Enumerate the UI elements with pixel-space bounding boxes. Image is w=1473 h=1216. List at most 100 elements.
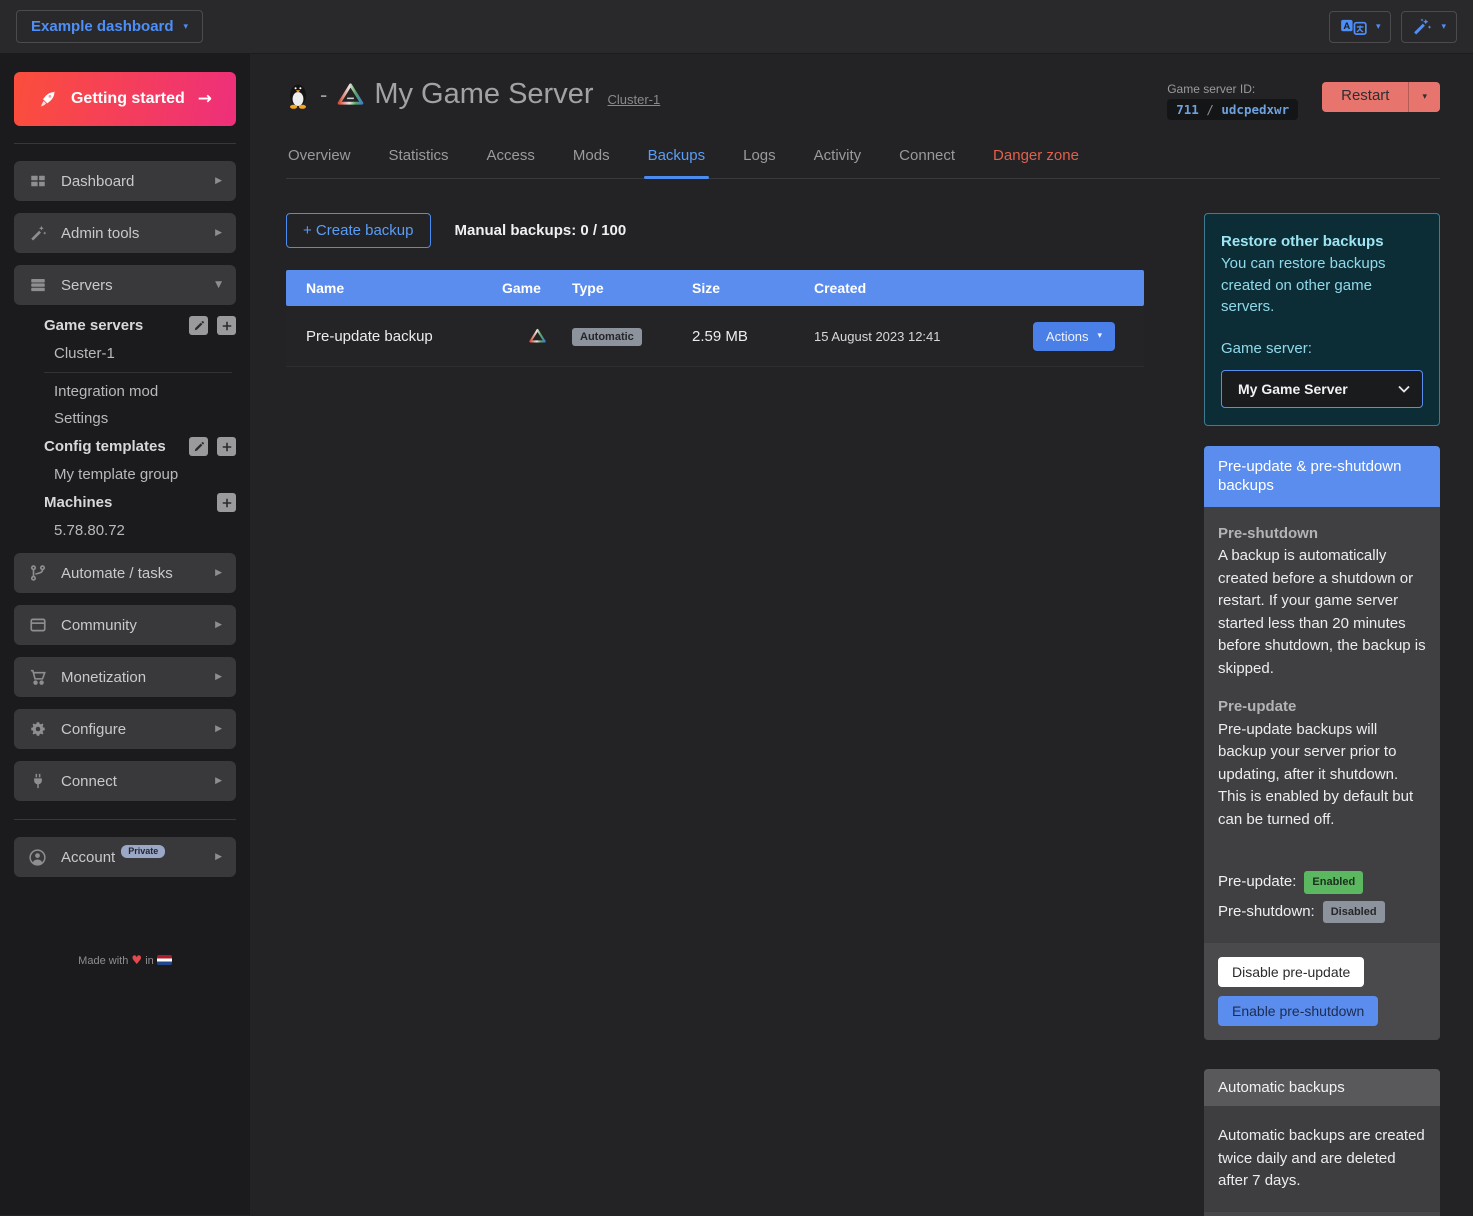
machines-label: Machines [44, 494, 113, 511]
tab-mods[interactable]: Mods [572, 147, 610, 164]
tab-activity[interactable]: Activity [813, 147, 862, 164]
caret-right-icon: ▶ [215, 672, 222, 682]
servers-icon [28, 276, 47, 295]
arrow-right-icon: → [197, 89, 213, 109]
caret-down-icon: ▾ [1441, 21, 1446, 32]
game-server-select[interactable]: My Game Server [1221, 369, 1423, 408]
restore-backups-panel: Restore other backups You can restore ba… [1204, 213, 1440, 426]
rocket-icon [38, 89, 58, 109]
sidebar-item-label: Monetization [61, 668, 147, 686]
sidebar-item-servers[interactable]: Servers ▼ [14, 265, 236, 305]
tab-access[interactable]: Access [486, 147, 535, 164]
backup-created: 15 August 2023 12:41 [814, 328, 941, 344]
submenu-game-servers: Game servers [14, 316, 236, 335]
cart-icon [28, 668, 47, 687]
disable-pre-update-button[interactable]: Disable pre-update [1218, 957, 1365, 988]
heart-icon: ♥ [131, 953, 143, 967]
sidebar-item-configure[interactable]: Configure ▶ [14, 709, 236, 749]
sidebar-divider [14, 143, 236, 144]
sidebar-item-connect[interactable]: Connect ▶ [14, 761, 236, 801]
tab-danger-zone[interactable]: Danger zone [993, 147, 1079, 164]
example-dashboard-label: Example dashboard [31, 18, 174, 35]
caret-right-icon: ▶ [215, 176, 222, 186]
netherlands-flag-icon [156, 955, 172, 965]
ark-game-icon [337, 82, 364, 107]
add-icon[interactable] [217, 493, 236, 512]
caret-down-icon: ▾ [183, 21, 189, 32]
plug-icon [28, 772, 47, 791]
edit-icon[interactable] [189, 437, 208, 456]
restore-panel-title: Restore other backups [1221, 233, 1384, 250]
server-id-block: Game server ID: 711 / udcpedxwr [1167, 82, 1299, 120]
sidebar-item-label: Admin tools [61, 224, 140, 242]
sidebar-item-label: Account [61, 848, 116, 866]
selected-game-server: My Game Server [1238, 380, 1348, 397]
actions-button[interactable]: Actions ▾ [1032, 321, 1116, 351]
pre-backup-panel: Pre-update & pre-shutdown backups Pre-sh… [1204, 445, 1440, 1041]
gear-icon [28, 720, 47, 739]
tab-overview[interactable]: Overview [288, 147, 351, 164]
game-server-select-label: Game server: [1221, 340, 1312, 357]
language-selector-button[interactable]: A ▾ [1328, 10, 1392, 43]
enable-pre-shutdown-button[interactable]: Enable pre-shutdown [1218, 996, 1379, 1027]
dashboard-grid-icon [28, 172, 47, 191]
pre-update-description: Pre-update backups will backup your serv… [1218, 720, 1414, 828]
add-icon[interactable] [217, 437, 236, 456]
tab-backups[interactable]: Backups [643, 138, 709, 179]
pre-shutdown-description: A backup is automatically created before… [1218, 547, 1426, 677]
restart-label: Restart [1341, 87, 1390, 104]
server-id-separator: / [1206, 102, 1214, 117]
column-header-size: Size [692, 280, 721, 296]
sidebar-item-community[interactable]: Community ▶ [14, 605, 236, 645]
submenu-machines: Machines [14, 493, 236, 512]
edit-icon[interactable] [189, 316, 208, 335]
branch-icon [28, 564, 47, 583]
title-separator: - [320, 81, 328, 107]
restart-button[interactable]: Restart ▾ [1322, 82, 1440, 112]
caret-right-icon: ▶ [215, 724, 222, 734]
caret-right-icon: ▶ [215, 568, 222, 578]
chevron-down-icon [1398, 385, 1410, 393]
browser-window-icon [28, 616, 47, 635]
caret-right-icon: ▶ [215, 852, 222, 862]
sidebar-item-integration-mod[interactable]: Integration mod [54, 383, 159, 400]
magic-wand-icon [1412, 17, 1432, 37]
example-dashboard-button[interactable]: Example dashboard ▾ [16, 10, 204, 43]
config-templates-label: Config templates [44, 438, 166, 455]
table-row: Pre-update backup Automatic 2.59 MB 15 A… [286, 306, 1144, 367]
tab-connect[interactable]: Connect [899, 147, 956, 164]
sidebar-item-label: Connect [61, 772, 117, 790]
sidebar-item-template-group[interactable]: My template group [54, 466, 179, 483]
svg-text:A: A [1343, 21, 1350, 32]
sidebar-item-monetization[interactable]: Monetization ▶ [14, 657, 236, 697]
getting-started-button[interactable]: Getting started → [14, 72, 236, 126]
tab-statistics[interactable]: Statistics [388, 147, 449, 164]
user-icon [28, 848, 47, 867]
sidebar-item-machine-ip[interactable]: 5.78.80.72 [54, 522, 125, 539]
sidebar-item-settings[interactable]: Settings [54, 410, 109, 427]
create-backup-button[interactable]: + Create backup [286, 213, 431, 248]
private-badge: Private [121, 844, 166, 858]
tab-bar: Overview Statistics Access Mods Backups … [286, 138, 1440, 179]
tab-logs[interactable]: Logs [743, 147, 776, 164]
server-id-value: 711 [1176, 102, 1199, 117]
sidebar-item-label: Configure [61, 720, 127, 738]
pre-update-heading: Pre-update [1218, 698, 1297, 716]
backup-size: 2.59 MB [692, 327, 748, 345]
quick-actions-button[interactable]: ▾ [1401, 10, 1457, 43]
sidebar-item-automate-tasks[interactable]: Automate / tasks ▶ [14, 553, 236, 593]
sidebar-item-dashboard[interactable]: Dashboard ▶ [14, 161, 236, 201]
sidebar-item-account[interactable]: Account Private ▶ [14, 837, 236, 877]
server-id-badge: 711 / udcpedxwr [1167, 99, 1299, 120]
table-header: Name Game Type Size Created [286, 270, 1144, 306]
add-icon[interactable] [217, 316, 236, 335]
cluster-link[interactable]: Cluster-1 [607, 92, 661, 107]
sidebar-item-cluster-1[interactable]: Cluster-1 [54, 345, 115, 362]
sidebar-item-admin-tools[interactable]: Admin tools ▶ [14, 213, 236, 253]
caret-right-icon: ▶ [215, 776, 222, 786]
column-header-type: Type [572, 280, 604, 296]
actions-label: Actions [1045, 328, 1089, 344]
caret-right-icon: ▶ [215, 620, 222, 630]
topbar: Example dashboard ▾ A ▾ ▾ [0, 0, 1473, 54]
page-title: My Game Server [374, 78, 594, 110]
